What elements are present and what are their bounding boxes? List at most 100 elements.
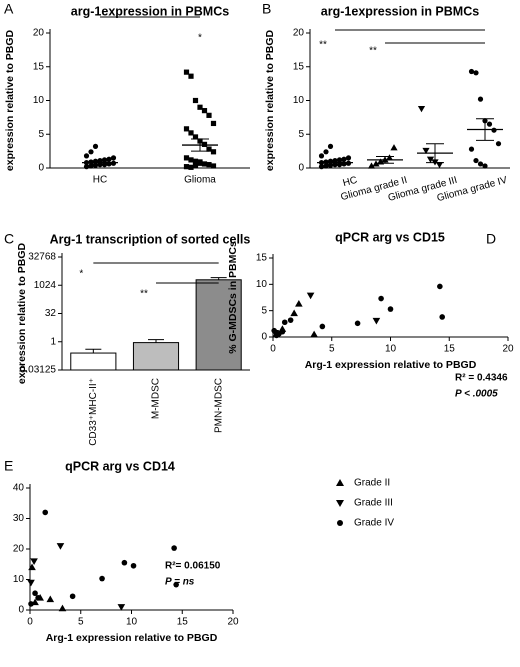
annotation: R² = 0.4346 — [455, 373, 508, 384]
x-tick-label: Glioma — [184, 175, 216, 186]
y-tick-label: 15 — [33, 61, 45, 72]
point — [271, 327, 277, 334]
x-tick-label: 5 — [78, 617, 84, 628]
point — [121, 559, 128, 566]
point — [323, 163, 329, 169]
panel-label: D — [486, 231, 496, 247]
y-tick-label: 20 — [293, 28, 305, 39]
point — [426, 156, 435, 163]
point — [206, 146, 212, 152]
point — [69, 593, 76, 600]
point — [387, 306, 394, 312]
y-tick-label: 32768 — [28, 252, 56, 263]
point — [101, 162, 108, 168]
x-tick-label: 5 — [329, 344, 335, 355]
point — [28, 563, 36, 571]
point — [422, 147, 430, 155]
point — [486, 121, 493, 127]
point — [473, 157, 479, 164]
x-tick-label: 0 — [270, 344, 276, 355]
y-tick-label: 5 — [38, 129, 44, 140]
point — [341, 156, 347, 162]
point — [477, 96, 484, 102]
x-tick-label: 20 — [227, 617, 239, 628]
panel-label: B — [262, 1, 271, 17]
y-tick-label: 0 — [38, 163, 44, 174]
point — [468, 146, 475, 152]
point — [97, 157, 103, 164]
legend-label: Grade II — [354, 478, 390, 489]
error-bar — [85, 348, 102, 354]
point — [28, 601, 34, 607]
point — [197, 104, 203, 110]
point — [306, 292, 315, 300]
point — [35, 595, 41, 601]
point — [83, 153, 90, 159]
legend-marker — [336, 500, 344, 507]
point — [437, 283, 443, 290]
point — [183, 155, 190, 161]
point — [46, 595, 55, 603]
chart-title: qPCR arg vs CD14 — [65, 459, 175, 473]
point — [491, 127, 497, 133]
x-tick-label: 0 — [27, 617, 33, 628]
point — [310, 330, 318, 338]
point — [290, 309, 298, 317]
legend-marker — [337, 520, 343, 526]
annotation: * — [79, 269, 83, 280]
x-tick-label: 10 — [126, 617, 138, 628]
point — [110, 160, 117, 166]
point — [327, 143, 334, 149]
y-tick-label: 10 — [293, 95, 305, 106]
bar — [70, 352, 117, 371]
x-tick-label: HC — [342, 175, 359, 189]
y-tick-label: 40 — [13, 483, 25, 494]
point — [183, 126, 190, 132]
point — [279, 328, 286, 335]
point — [110, 155, 117, 161]
sem-bar — [91, 160, 109, 165]
chart-title: Arg-1 transcription of sorted cells — [50, 232, 251, 246]
point — [345, 160, 352, 166]
point — [197, 160, 203, 166]
x-tick-label: 20 — [502, 344, 514, 355]
point — [188, 157, 194, 163]
x-axis-label: Arg-1 expression relative to PBGD — [46, 632, 218, 644]
y-tick-label: 10 — [256, 279, 268, 290]
legend-label: Grade III — [354, 498, 393, 509]
legend-label: Grade IV — [354, 518, 394, 529]
y-tick-label: 1024 — [34, 280, 57, 291]
point — [32, 590, 38, 597]
point — [192, 158, 199, 164]
point — [439, 314, 446, 320]
y-axis-label: expression relative to PBGD — [16, 242, 28, 384]
error-bar — [148, 339, 164, 343]
panel-label: A — [4, 1, 14, 17]
y-tick-label: 20 — [33, 28, 45, 39]
chart-title: qPCR arg vs CD15 — [335, 230, 445, 244]
point — [88, 163, 94, 169]
point — [210, 149, 217, 155]
point — [295, 300, 303, 307]
y-tick-label: 5 — [261, 305, 267, 316]
point — [92, 143, 99, 149]
sem-bar — [426, 143, 444, 164]
x-tick-label: HC — [93, 175, 107, 186]
y-tick-label: 15 — [293, 61, 305, 72]
point — [27, 579, 35, 587]
point — [385, 154, 394, 161]
panel-label: C — [4, 231, 14, 247]
point — [56, 543, 65, 550]
point — [188, 164, 194, 170]
y-tick-label: 10 — [33, 95, 45, 106]
y-axis-label: % G-MDSCs in PBMCs — [227, 241, 239, 354]
point — [183, 164, 190, 170]
point — [97, 162, 103, 168]
point — [435, 162, 444, 169]
y-tick-label: 0 — [298, 163, 304, 174]
point — [468, 68, 475, 75]
point — [354, 320, 361, 327]
point — [367, 162, 376, 169]
point — [378, 295, 384, 302]
